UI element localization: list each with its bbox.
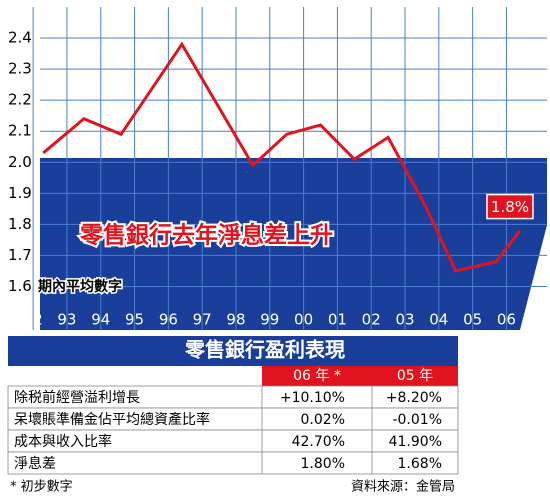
footnote: * 初步數字 xyxy=(10,480,73,495)
x-tick-label: 01 xyxy=(328,311,347,329)
cell: 42.70% xyxy=(292,434,345,450)
y-tick-label: 2.1 xyxy=(8,122,32,140)
cell: 41.90% xyxy=(389,434,442,450)
x-tick-label: 99 xyxy=(260,311,279,329)
x-tick-label: 05 xyxy=(463,311,482,329)
row-label: 成本與收入比率 xyxy=(14,433,112,450)
cell: +8.20% xyxy=(386,390,442,406)
row-label: 淨息差 xyxy=(14,455,56,472)
source: 資料來源：金管局 xyxy=(351,479,455,495)
y-tick-label: 1.7 xyxy=(8,246,32,264)
y-tick-label: 2.0 xyxy=(8,153,32,171)
x-tick-label: 93 xyxy=(57,311,76,329)
header-cell: 05 年 xyxy=(397,368,433,384)
x-tick-label: 95 xyxy=(125,311,144,329)
y-tick-label: 1.6 xyxy=(8,277,32,295)
cell: +10.10% xyxy=(280,390,345,406)
x-tick-label: 03 xyxy=(395,311,414,329)
x-tick-label: 98 xyxy=(226,311,245,329)
x-tick-label: 96 xyxy=(159,311,178,329)
cell: 1.80% xyxy=(301,456,345,472)
x-tick-label: 04 xyxy=(429,311,448,329)
table-title: 零售銀行盈利表現 xyxy=(184,338,345,362)
value-label: 1.8% xyxy=(491,198,529,216)
y-tick-label: 2.3 xyxy=(8,60,32,78)
row-label: 呆壞賬準備金佔平均總資產比率 xyxy=(14,411,210,428)
y-tick-label: 1.9 xyxy=(8,184,32,202)
x-tick-label: 02 xyxy=(362,311,381,329)
y-tick-label: 1.8 xyxy=(8,215,32,233)
cell: 0.02% xyxy=(301,412,345,428)
x-tick-label: 94 xyxy=(91,311,110,329)
cell: 1.68% xyxy=(398,456,442,472)
value-label-box xyxy=(486,193,534,220)
x-tick-label: 97 xyxy=(193,311,212,329)
row-label: 除税前經營溢利增長 xyxy=(14,389,140,406)
x-tick-label: 92 xyxy=(24,311,43,329)
table-title-bar xyxy=(8,336,458,366)
x-tick-label: 06 xyxy=(497,311,516,329)
line xyxy=(42,41,522,273)
row-bg xyxy=(7,451,459,475)
header-bar xyxy=(262,366,458,386)
x-tick-label: 00 xyxy=(294,311,313,329)
annotation: 期內平均數字 xyxy=(38,278,122,295)
header-cell: 06 年 * xyxy=(293,368,341,384)
cell: -0.01% xyxy=(392,412,442,428)
panel xyxy=(40,158,547,330)
y-tick-label: 2.2 xyxy=(8,91,32,109)
y-tick-label: 2.4 xyxy=(8,29,32,47)
annotation: 零售銀行去年淨息差上升 xyxy=(79,222,333,249)
